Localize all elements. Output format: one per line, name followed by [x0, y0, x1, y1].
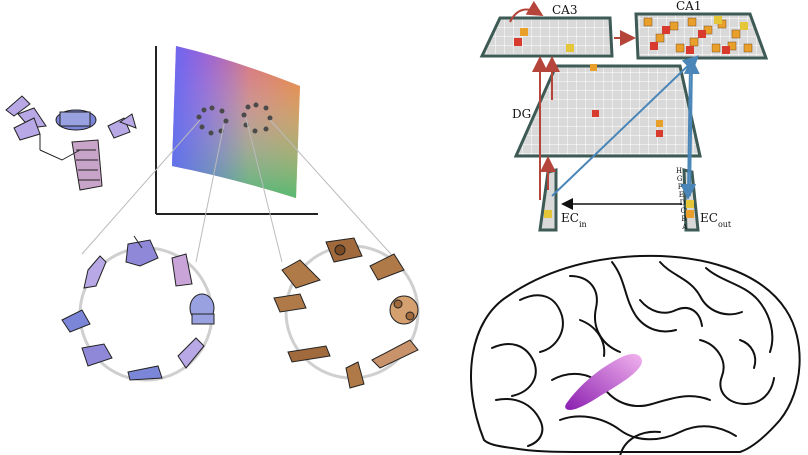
- brown-object-7-icon: [287, 345, 331, 363]
- ec-out-letter: H: [676, 167, 682, 175]
- brown-object-6-icon: [345, 361, 365, 389]
- dg-plane: [513, 64, 702, 158]
- brain-drawing: [470, 254, 801, 455]
- ec-out-letter: G: [677, 175, 683, 183]
- purple-object-4-icon: [189, 293, 215, 325]
- dg-label: DG: [512, 107, 531, 121]
- hippocampus-highlight: [565, 354, 642, 410]
- part-body-icon: [55, 109, 97, 131]
- brain-outline: [470, 254, 801, 453]
- ec-out-letter: C: [681, 207, 686, 215]
- ec-out-letter: A: [681, 223, 688, 231]
- blue-arrows: [551, 55, 700, 200]
- ec-out-letter: D: [680, 199, 686, 207]
- ec-out-label: ECout: [700, 211, 732, 229]
- brown-object-ring: [273, 237, 420, 389]
- purple-object-8-icon: [61, 309, 91, 333]
- brown-object-8-icon: [273, 293, 307, 313]
- ec-out-letter: B: [681, 215, 686, 223]
- ca1-label: CA1: [676, 0, 701, 13]
- red-arrows: [509, 0, 636, 200]
- purple-object-3-icon: [171, 253, 193, 287]
- brown-object-2-icon: [325, 237, 363, 263]
- brown-object-4-icon: [389, 295, 419, 325]
- part-small-icon: [107, 113, 137, 139]
- purple-object-ring: [61, 235, 215, 382]
- purple-object-6-icon: [127, 365, 163, 381]
- brown-object-5-icon: [371, 339, 419, 369]
- purple-object-7-icon: [81, 343, 113, 367]
- part-wing-icon: [5, 95, 47, 141]
- projection-lines: [81, 117, 399, 263]
- ca3-plane: [479, 16, 614, 58]
- ec-out-letter: E: [679, 191, 684, 199]
- purple-object-2-icon: [125, 235, 159, 267]
- color-surface: [172, 46, 300, 198]
- ca3-label: CA3: [552, 3, 577, 17]
- ec-out-letter: F: [678, 183, 683, 191]
- ec-in-label: ECin: [561, 211, 587, 229]
- purple-object-1-icon: [83, 255, 107, 289]
- color-space-panel: [81, 46, 399, 263]
- purple-object-5-icon: [177, 337, 205, 369]
- object-parts-example: [5, 95, 137, 191]
- brown-object-1-icon: [281, 259, 321, 289]
- part-leg-icon: [71, 139, 103, 191]
- left-cluster: [196, 105, 229, 136]
- ca1-plane: [634, 12, 769, 60]
- brown-object-3-icon: [369, 253, 405, 281]
